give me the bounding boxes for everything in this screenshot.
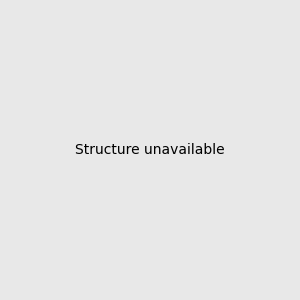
Text: Structure unavailable: Structure unavailable (75, 143, 225, 157)
